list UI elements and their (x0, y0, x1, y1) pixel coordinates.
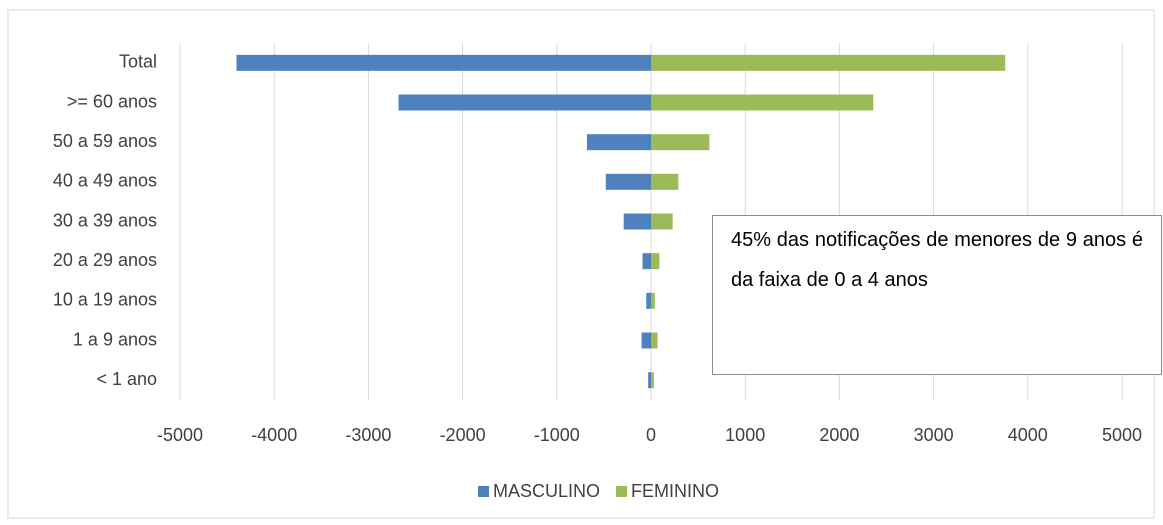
legend-label: MASCULINO (493, 481, 600, 501)
bar (651, 173, 679, 190)
legend-swatch (616, 486, 628, 497)
legend-swatch (478, 486, 489, 497)
y-tick-label: < 1 ano (96, 369, 157, 389)
y-tick-label: 40 a 49 anos (53, 171, 157, 191)
bar (651, 292, 655, 309)
bar (641, 332, 651, 349)
bar (651, 94, 874, 111)
bar (651, 213, 673, 230)
x-tick-label: -2000 (440, 425, 486, 445)
x-tick-label: -4000 (251, 425, 297, 445)
x-tick-label: 0 (646, 425, 656, 445)
y-tick-label: 10 a 19 anos (53, 290, 157, 310)
bar (646, 292, 651, 309)
bar (651, 332, 658, 349)
x-tick-label: 2000 (819, 425, 859, 445)
y-tick-label: 30 a 39 anos (53, 210, 157, 230)
bar (648, 372, 651, 389)
y-tick-label: >= 60 anos (67, 91, 157, 111)
bar (605, 173, 651, 190)
x-tick-label: -5000 (157, 425, 203, 445)
bar (651, 253, 660, 270)
x-tick-label: 5000 (1102, 425, 1142, 445)
annotation: 45% das notificações de menores de 9 ano… (712, 215, 1162, 375)
x-tick-label: -1000 (534, 425, 580, 445)
y-tick-label: 1 a 9 anos (73, 329, 157, 349)
y-tick-label: 20 a 29 anos (53, 250, 157, 270)
bar (586, 134, 651, 151)
x-tick-label: 1000 (725, 425, 765, 445)
x-tick-label: -3000 (345, 425, 391, 445)
bar (623, 213, 651, 230)
bar (651, 134, 710, 151)
y-tick-label: 50 a 59 anos (53, 131, 157, 151)
bar (651, 372, 654, 389)
x-tick-label: 3000 (914, 425, 954, 445)
bar (398, 94, 651, 111)
x-tick-label: 4000 (1008, 425, 1048, 445)
bar (642, 253, 651, 270)
bar (236, 54, 651, 71)
legend-label: FEMININO (631, 481, 719, 501)
y-tick-label: Total (119, 52, 157, 72)
bar (651, 54, 1006, 71)
